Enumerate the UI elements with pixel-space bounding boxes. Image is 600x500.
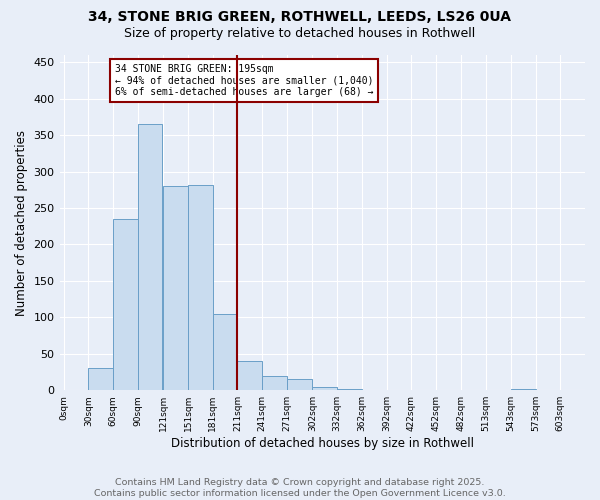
Bar bbox=[113, 219, 138, 390]
Bar bbox=[213, 314, 238, 390]
Bar bbox=[337, 389, 362, 390]
Bar bbox=[262, 376, 287, 390]
Bar bbox=[238, 361, 262, 390]
Bar bbox=[287, 380, 311, 390]
Bar bbox=[313, 386, 337, 390]
Text: 34, STONE BRIG GREEN, ROTHWELL, LEEDS, LS26 0UA: 34, STONE BRIG GREEN, ROTHWELL, LEEDS, L… bbox=[89, 10, 511, 24]
Y-axis label: Number of detached properties: Number of detached properties bbox=[15, 130, 28, 316]
Text: 34 STONE BRIG GREEN: 195sqm
← 94% of detached houses are smaller (1,040)
6% of s: 34 STONE BRIG GREEN: 195sqm ← 94% of det… bbox=[115, 64, 373, 97]
Text: Size of property relative to detached houses in Rothwell: Size of property relative to detached ho… bbox=[124, 28, 476, 40]
Bar bbox=[163, 186, 188, 390]
Bar bbox=[188, 184, 213, 390]
Bar bbox=[138, 124, 163, 390]
X-axis label: Distribution of detached houses by size in Rothwell: Distribution of detached houses by size … bbox=[171, 437, 474, 450]
Bar bbox=[88, 368, 113, 390]
Text: Contains HM Land Registry data © Crown copyright and database right 2025.
Contai: Contains HM Land Registry data © Crown c… bbox=[94, 478, 506, 498]
